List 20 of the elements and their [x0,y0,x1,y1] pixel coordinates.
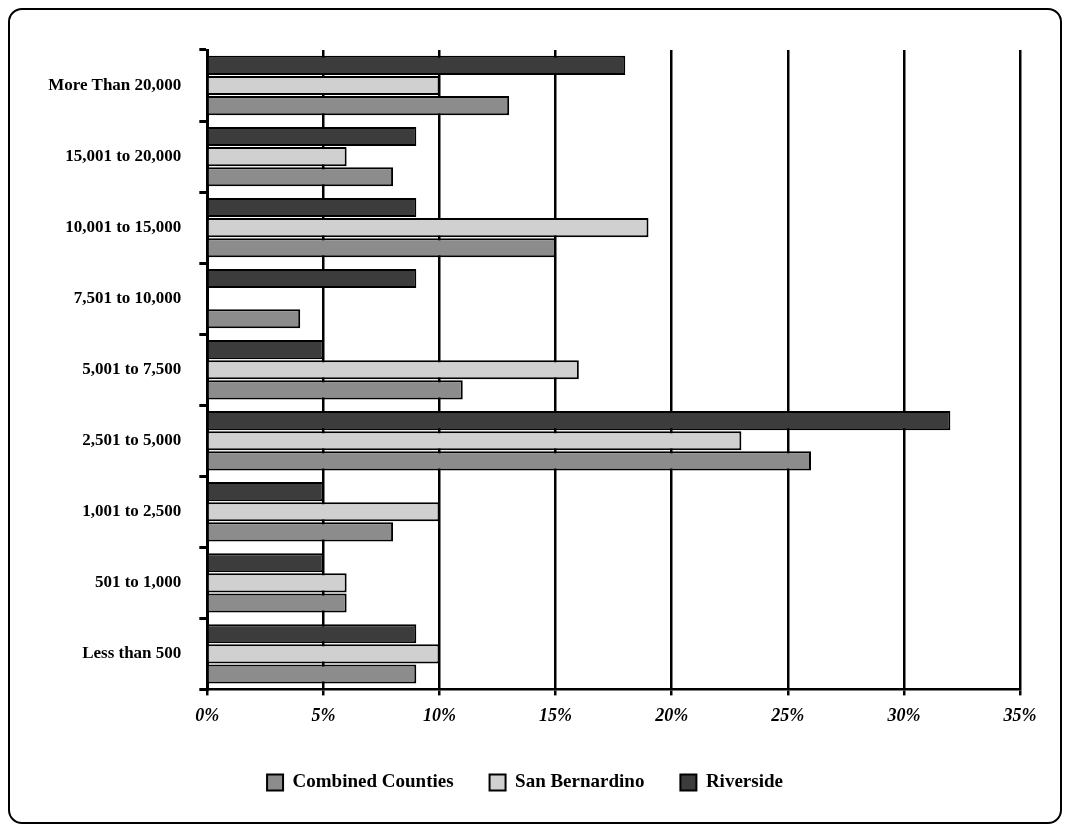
x-tick-label: 15% [539,704,573,725]
y-tick-label: 501 to 1,000 [94,572,182,592]
y-tick-label: 5,001 to 7,500 [82,359,182,379]
legend-label: San Bernardino [515,770,645,792]
x-tick-label: 0% [195,704,220,725]
y-tick-label: 2,501 to 5,000 [82,430,182,450]
x-tick-label: 30% [886,704,921,725]
legend-label: Riverside [705,770,783,792]
x-tick-label: 10% [423,704,457,725]
y-tick-label: More Than 20,000 [48,74,182,94]
y-tick-label: 1,001 to 2,500 [82,501,182,521]
legend-label: Combined Counties [292,770,454,792]
x-tick-label: 35% [1002,704,1037,725]
y-tick-label: 10,001 to 15,000 [65,217,182,236]
x-tick-label: 5% [311,704,336,725]
y-tick-label: 15,001 to 20,000 [65,145,182,165]
x-tick-label: 25% [770,704,805,725]
x-tick-label: 20% [654,704,689,725]
y-tick-label: 7,501 to 10,000 [73,288,182,308]
y-tick-label: Less than 500 [82,643,182,663]
